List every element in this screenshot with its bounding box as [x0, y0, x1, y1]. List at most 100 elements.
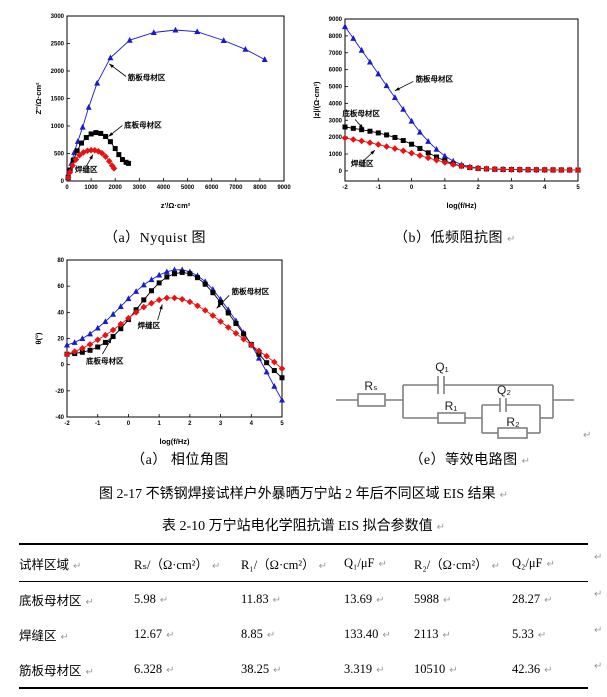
svg-text:1: 1	[157, 421, 161, 427]
svg-text:3: 3	[219, 421, 223, 427]
svg-text:2500: 2500	[51, 42, 65, 48]
svg-text:80: 80	[57, 258, 64, 264]
svg-text:5000: 5000	[181, 185, 195, 191]
caption-nyquist: （a）Nyquist 图	[0, 227, 310, 247]
svg-text:Z''/Ω·cm²: Z''/Ω·cm²	[34, 82, 43, 115]
table-header-cell: R₁/（Ω·cm²） ↵	[241, 557, 328, 572]
table-cell: 11.83 ↵	[241, 592, 282, 606]
table-cell: 底板母材区 ↵	[19, 594, 94, 608]
svg-text:-1: -1	[376, 185, 382, 191]
svg-text:-2: -2	[342, 185, 348, 191]
svg-text:0: 0	[65, 185, 69, 191]
svg-text:2000: 2000	[109, 185, 123, 191]
table-row: 底板母材区 ↵ 5.98 ↵ 11.83 ↵ 13.69 ↵ 5988 ↵ 28.27 ↵	[19, 582, 588, 618]
table-header-cell: Q₁/μF ↵	[344, 555, 387, 570]
caption-lowfreq-text: （b）低频阻抗图	[394, 231, 504, 246]
table-header-cell: R₂/（Ω·cm²） ↵	[414, 557, 501, 572]
svg-text:9000: 9000	[329, 17, 343, 23]
svg-text:5000: 5000	[329, 85, 343, 91]
table-cell: 3.319 ↵	[344, 662, 385, 676]
table-caption: 表 2-10 万宁站电化学阻抗谱 EIS 拟合参数值 ↵	[0, 515, 607, 535]
svg-text:1000: 1000	[329, 152, 343, 158]
svg-text:7000: 7000	[229, 185, 243, 191]
svg-text:焊缝区: 焊缝区	[75, 164, 98, 174]
svg-text:底板母材区: 底板母材区	[124, 120, 162, 130]
svg-text:3000: 3000	[51, 14, 65, 20]
table-header-cell: Q₂/μF ↵	[512, 555, 555, 570]
caption-circuit-text: （e）等效电路图	[409, 453, 518, 468]
table-cell: 42.36 ↵	[512, 662, 553, 676]
caption-circuit: （e）等效电路图 ↵	[360, 449, 580, 469]
figure-caption-text: 图 2-17 不锈钢焊接试样户外暴晒万宁站 2 年后不同区域 EIS 结果	[98, 487, 496, 502]
svg-text:500: 500	[54, 152, 65, 158]
paragraph-mark: ↵	[594, 625, 603, 636]
svg-text:θ(°): θ(°)	[34, 332, 43, 345]
table-cell: 38.25 ↵	[241, 662, 282, 676]
table-cell: 5988 ↵	[414, 592, 452, 606]
caption-lowfreq: （b）低频阻抗图 ↵	[330, 227, 580, 247]
table-cell: 28.27 ↵	[512, 592, 553, 606]
svg-text:R₁: R₁	[445, 399, 458, 413]
svg-text:底板母材区: 底板母材区	[342, 108, 380, 118]
svg-text:8000: 8000	[329, 34, 343, 40]
svg-text:1000: 1000	[51, 124, 65, 130]
eis-parameters-table: 试样区域 ↵ Rₛ/（Ω·cm²） ↵ R₁/（Ω·cm²） ↵ Q₁/μF ↵ R₂/（Ω·c…	[19, 543, 588, 689]
paragraph-mark: ↵	[594, 552, 603, 563]
equivalent-circuit-diagram: Rₛ Q₁ R₁ Q₂ R₂ ↵	[336, 360, 591, 441]
table-cell: 5.98 ↵	[134, 592, 169, 606]
svg-text:8000: 8000	[253, 185, 267, 191]
svg-text:6000: 6000	[329, 68, 343, 74]
svg-text:1500: 1500	[51, 97, 65, 103]
table-cell: 8.85 ↵	[241, 627, 276, 641]
svg-text:0: 0	[410, 185, 414, 191]
table-row: 焊缝区 ↵ 12.67 ↵ 8.85 ↵ 133.40 ↵ 2113 ↵ 5.33 ↵	[19, 617, 588, 652]
svg-text:0: 0	[127, 421, 131, 427]
nyquist-plot: 0 1000 2000 3000 4000 5000 6000 7000 8000 9000 0 50…	[34, 14, 291, 210]
table-cell: 2113 ↵	[414, 627, 451, 641]
svg-text:-1: -1	[95, 421, 101, 427]
svg-text:z'/Ω·cm²: z'/Ω·cm²	[161, 201, 191, 210]
table-row: 筋板母材区 ↵ 6.328 ↵ 38.25 ↵ 3.319 ↵ 10510 ↵ 42.36 ↵	[19, 652, 588, 688]
table-cell: 筋板母材区 ↵	[19, 664, 94, 678]
paragraph-mark: ↵	[521, 456, 531, 467]
svg-text:1000: 1000	[84, 185, 98, 191]
table-header-cell: 试样区域 ↵	[19, 557, 82, 572]
table-cell: 133.40 ↵	[344, 627, 391, 641]
phase-angle-plot: -2 -1 0 1 2 3 4 5 -40 -20 0 20 40 60 80 log(f/Hz) θ(°) 筋板…	[34, 258, 286, 446]
svg-text:筋板母材区: 筋板母材区	[128, 72, 166, 82]
svg-text:-2: -2	[64, 421, 70, 427]
paragraph-mark: ↵	[594, 589, 603, 600]
low-frequency-impedance-plot: -2 -1 0 1 2 3 4 5 0 1000 2000 3000 4000 5000 6000 7000 8…	[312, 17, 582, 210]
table-cell: 12.67 ↵	[134, 627, 175, 641]
paragraph-mark: ↵	[436, 522, 446, 533]
svg-text:2000: 2000	[51, 69, 65, 75]
svg-text:40: 40	[57, 310, 64, 316]
caption-nyquist-text: （a）Nyquist 图	[103, 231, 207, 246]
svg-text:Rₛ: Rₛ	[364, 379, 377, 393]
paragraph-mark: ↵	[507, 234, 516, 245]
svg-text:筋板母材区: 筋板母材区	[232, 286, 270, 296]
paragraph-mark: ↵	[499, 490, 509, 501]
paragraph-mark: ↵	[594, 661, 603, 672]
svg-text:4000: 4000	[157, 185, 171, 191]
svg-text:↵: ↵	[583, 430, 591, 441]
svg-text:R₂: R₂	[506, 415, 520, 429]
svg-text:2000: 2000	[329, 135, 343, 141]
svg-text:-40: -40	[55, 415, 64, 421]
svg-text:筋板母材区: 筋板母材区	[416, 73, 454, 83]
table-header-row: 试样区域 ↵ Rₛ/（Ω·cm²） ↵ R₁/（Ω·cm²） ↵ Q₁/μF ↵ R₂/（Ω·c…	[19, 544, 588, 582]
table-cell: 5.33 ↵	[512, 627, 547, 641]
svg-text:5: 5	[576, 185, 580, 191]
caption-phase-text: （a） 相位角图	[131, 453, 229, 468]
svg-text:4000: 4000	[329, 101, 343, 107]
table-header-cell: Rₛ/（Ω·cm²） ↵	[134, 557, 221, 572]
table-caption-text: 表 2-10 万宁站电化学阻抗谱 EIS 拟合参数值	[161, 519, 433, 534]
svg-text:0: 0	[61, 179, 65, 185]
svg-text:1: 1	[443, 185, 447, 191]
svg-text:-20: -20	[55, 389, 64, 395]
svg-text:2: 2	[476, 185, 480, 191]
svg-text:0: 0	[339, 169, 343, 175]
table-cell: 焊缝区 ↵	[19, 629, 69, 643]
svg-text:7000: 7000	[329, 51, 343, 57]
table-cell: 13.69 ↵	[344, 592, 385, 606]
